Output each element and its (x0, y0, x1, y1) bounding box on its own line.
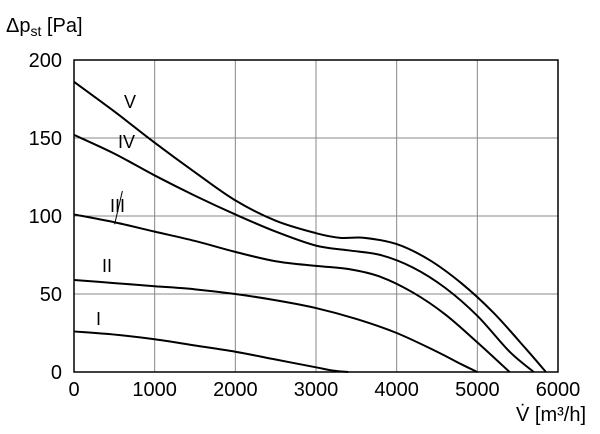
y-tick-labels: 0 50 100 150 200 (29, 50, 62, 384)
x-tick-label: 0 (68, 379, 79, 401)
y-tick-label: 200 (29, 50, 62, 72)
series-line-ii (73, 278, 478, 373)
series-label-leader (114, 190, 123, 225)
y-tick-label: 50 (40, 284, 62, 306)
y-tick-label: 100 (29, 206, 62, 228)
series-label-ii: II (102, 256, 112, 276)
y-axis-label-sub: st (30, 23, 41, 39)
x-axis-label: V̇ [m³/h] (516, 404, 586, 426)
series-label-iv: IV (118, 132, 135, 152)
plot-frame (73, 59, 559, 373)
series-line-iv (73, 133, 535, 373)
x-tick-label: 4000 (374, 379, 419, 401)
grid (74, 60, 558, 372)
x-tick-label: 3000 (294, 379, 339, 401)
x-tick-label: 6000 (536, 379, 581, 401)
x-tick-label: 2000 (213, 379, 258, 401)
y-tick-label: 150 (29, 128, 62, 150)
series-line-iii (73, 213, 511, 373)
series-label-i: I (96, 309, 101, 329)
series-lines (73, 81, 547, 373)
x-tick-labels: 0 1000 2000 3000 4000 5000 6000 (68, 379, 580, 401)
series-label-v: V (124, 92, 136, 112)
x-tick-label: 5000 (455, 379, 500, 401)
series-line-v (73, 81, 547, 373)
y-axis-label-main: Δp (6, 15, 30, 37)
y-axis-label: Δpst [Pa] (6, 15, 83, 39)
y-tick-label: 0 (51, 362, 62, 384)
series-line-i (73, 330, 349, 373)
y-axis-label-unit: [Pa] (41, 15, 82, 37)
series-label-iii: III (110, 196, 125, 216)
x-tick-label: 1000 (132, 379, 177, 401)
